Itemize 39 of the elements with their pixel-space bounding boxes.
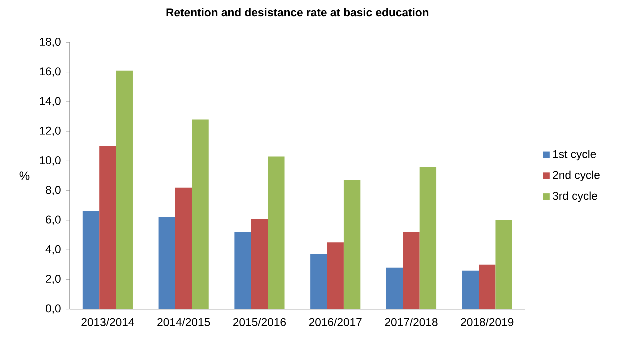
bar — [496, 220, 512, 310]
y-tick-label: 16,0 — [40, 68, 61, 77]
bar — [175, 188, 192, 310]
bar — [251, 218, 268, 310]
y-tick-label: 6,0 — [46, 216, 61, 226]
y-axis-title: % — [20, 172, 30, 180]
bar — [420, 167, 437, 310]
legend-label: 2nd cycle — [553, 170, 600, 182]
bar — [234, 232, 252, 310]
y-tick-label: 12,0 — [40, 126, 61, 136]
y-tick-label: 2,0 — [46, 275, 61, 284]
chart-title: Retention and desistance rate at basic education — [166, 8, 429, 17]
bar — [268, 156, 285, 310]
x-tick-label: 2016/2017 — [309, 318, 362, 326]
bar — [344, 180, 361, 310]
x-tick-label: 2018/2019 — [461, 318, 514, 326]
y-tick-label: 4,0 — [46, 245, 61, 255]
bar — [116, 70, 133, 310]
x-tick-label: 2013/2014 — [82, 318, 134, 326]
x-tick-label: 2017/2018 — [385, 318, 438, 326]
x-tick-label: 2014/2015 — [158, 318, 210, 326]
bar — [82, 212, 100, 310]
bar — [310, 254, 328, 310]
y-tick-label: 18,0 — [40, 38, 61, 48]
y-tick-label: 10,0 — [40, 156, 61, 166]
y-tick-label: 0,0 — [46, 304, 61, 314]
y-tick-label: 14,0 — [40, 97, 61, 107]
bar — [462, 270, 480, 310]
x-tick-label: 2015/2016 — [234, 318, 286, 326]
y-tick-label: 8,0 — [46, 186, 61, 196]
bar — [327, 242, 344, 310]
bar — [479, 264, 496, 310]
bar — [192, 120, 209, 310]
bar — [403, 232, 420, 310]
legend-label: 3rd cycle — [553, 192, 598, 202]
bar — [100, 146, 116, 310]
bar — [158, 217, 176, 310]
bar — [386, 268, 404, 310]
legend-label: 1st cycle — [553, 150, 596, 161]
